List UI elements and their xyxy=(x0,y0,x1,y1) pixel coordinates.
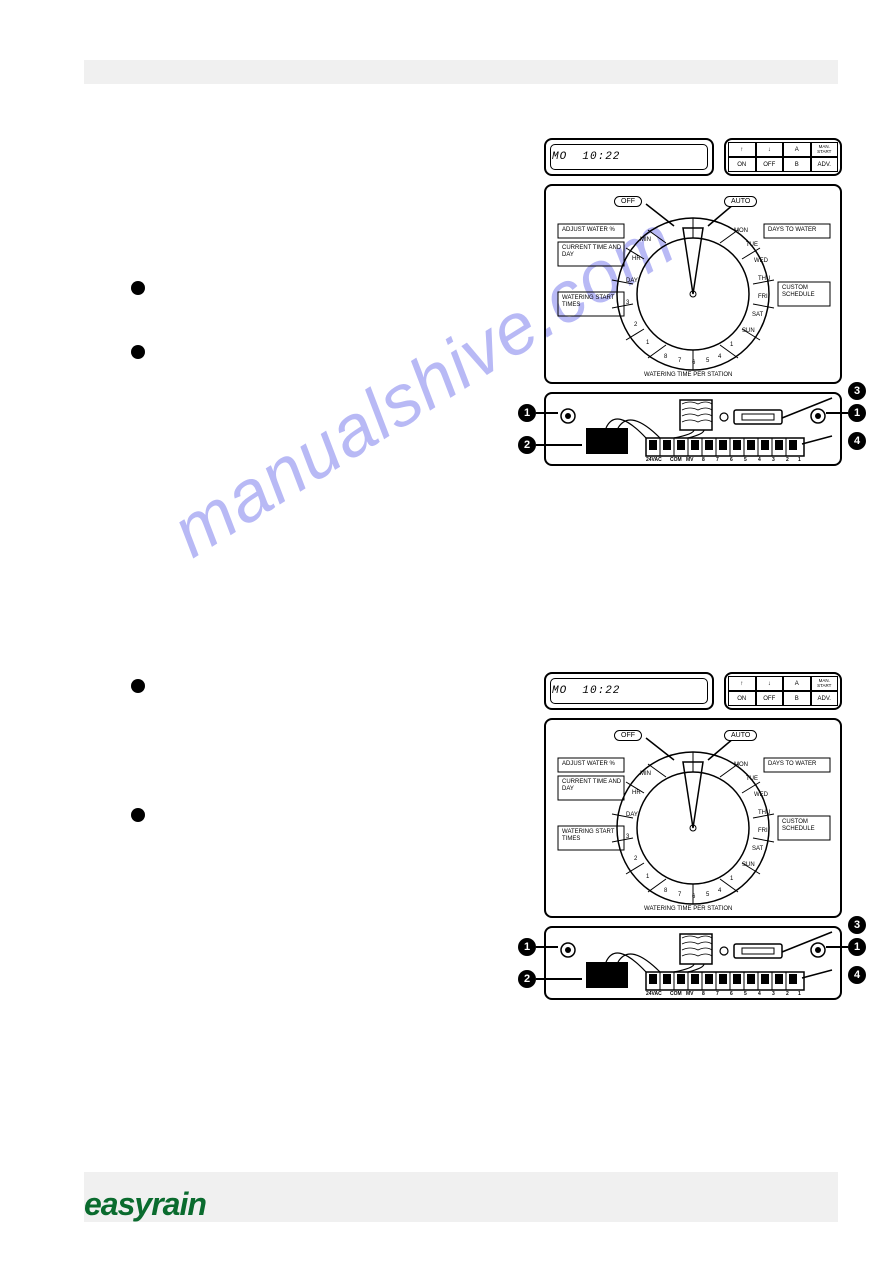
btn-a: A xyxy=(783,142,811,157)
dial-panel: OFF AUTO ADJUST WATER % CURRENT TIME AND… xyxy=(544,718,842,918)
callout-2: 2 xyxy=(518,436,536,454)
bullet-3 xyxy=(131,679,145,693)
btn-up: ↑ xyxy=(728,142,756,157)
lbl-days: DAYS TO WATER xyxy=(768,227,816,234)
dial-panel: OFF AUTO ADJUST WATER % CURRENT TIME AND… xyxy=(544,184,842,384)
lbl-bottom: WATERING TIME PER STATION xyxy=(644,372,732,379)
callout-3: 3 xyxy=(848,382,866,400)
lbl-current: CURRENT TIME AND DAY xyxy=(562,245,622,258)
terminal-panel: 24VAC COM MV 8 7 6 5 4 3 2 1 xyxy=(544,926,842,1000)
btn-down: ↓ xyxy=(756,142,784,157)
btn-manstart: MAN. START xyxy=(811,142,839,157)
bullet-4 xyxy=(131,808,145,822)
callout-1-right: 1 xyxy=(848,404,866,422)
btn-off: OFF xyxy=(756,157,784,172)
pill-auto: AUTO xyxy=(724,196,757,207)
btn-on: ON xyxy=(728,157,756,172)
lbl-adjust: ADJUST WATER % xyxy=(562,227,615,234)
lcd-display: MO 10:22 xyxy=(544,138,714,176)
device-diagram-1: MO 10:22 ↑ ↓ A MAN. START ON OFF B ADV. xyxy=(544,138,842,466)
lcd-display: MO 10:22 xyxy=(544,672,714,710)
callout-1-left: 1 xyxy=(518,404,536,422)
bullet-1 xyxy=(131,281,145,295)
button-grid: ↑ ↓ A MAN. START ON OFF B ADV. xyxy=(724,138,842,176)
btn-adv: ADV. xyxy=(811,157,839,172)
device-diagram-2: MO 10:22 ↑ ↓ A MAN. START ON OFF B ADV. xyxy=(544,672,842,1000)
btn-b: B xyxy=(783,157,811,172)
pill-off: OFF xyxy=(614,196,642,207)
terminal-panel: 24VAC COM MV 8 7 6 5 4 3 2 1 xyxy=(544,392,842,466)
brand-logo: easyrain xyxy=(84,1186,206,1223)
lbl-starts: WATERING START TIMES xyxy=(562,295,622,308)
callout-4: 4 xyxy=(848,432,866,450)
header-bar xyxy=(84,60,838,84)
bullet-2 xyxy=(131,345,145,359)
button-grid: ↑ ↓ A MAN. START ON OFF B ADV. xyxy=(724,672,842,710)
lbl-custom: CUSTOM SCHEDULE xyxy=(782,285,826,298)
